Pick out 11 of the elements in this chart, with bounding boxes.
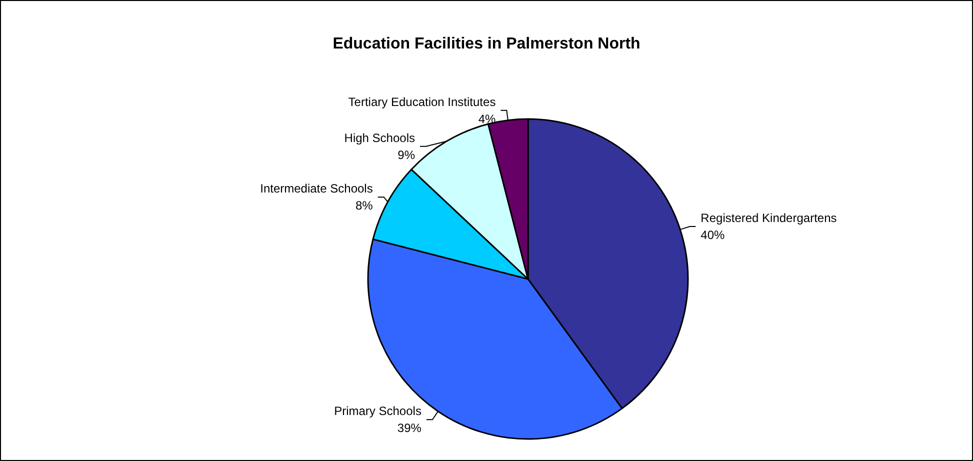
slice-label: Tertiary Education Institutes	[348, 94, 496, 109]
data-label: 39%	[397, 421, 422, 436]
slice-label: Primary Schools	[334, 404, 422, 418]
data-label: 8%	[355, 198, 374, 213]
slice-label: Intermediate Schools	[260, 182, 373, 196]
chart-title: Education Facilities in Palmerston North	[332, 36, 640, 52]
slice-label: High Schools	[344, 130, 415, 145]
data-label: 4%	[478, 112, 496, 126]
slice-label: Registered Kindergartens	[700, 210, 837, 225]
data-label: 9%	[398, 148, 416, 162]
data-label: 40%	[700, 228, 726, 242]
